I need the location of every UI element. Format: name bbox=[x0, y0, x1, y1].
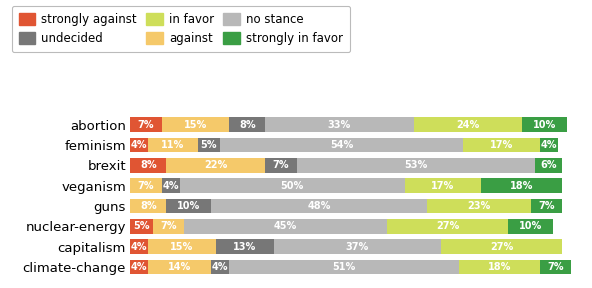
Text: 4%: 4% bbox=[131, 262, 147, 272]
Text: 8%: 8% bbox=[239, 120, 256, 130]
Bar bbox=[414, 117, 522, 132]
Text: 18%: 18% bbox=[487, 262, 511, 272]
Bar bbox=[427, 199, 530, 213]
Text: 17%: 17% bbox=[432, 181, 455, 191]
Text: 4%: 4% bbox=[540, 140, 557, 150]
Text: 7%: 7% bbox=[538, 201, 555, 211]
Text: 8%: 8% bbox=[140, 201, 156, 211]
Bar bbox=[184, 219, 387, 234]
Bar bbox=[162, 117, 229, 132]
Text: 22%: 22% bbox=[204, 160, 227, 170]
Text: 37%: 37% bbox=[346, 242, 369, 252]
Bar bbox=[153, 219, 184, 234]
Bar bbox=[130, 158, 166, 173]
Bar bbox=[130, 260, 148, 274]
Text: 24%: 24% bbox=[456, 120, 480, 130]
Text: 6%: 6% bbox=[540, 160, 557, 170]
Bar bbox=[540, 260, 571, 274]
Text: 13%: 13% bbox=[233, 242, 256, 252]
Text: 14%: 14% bbox=[168, 262, 191, 272]
Bar bbox=[463, 138, 540, 152]
Bar bbox=[535, 158, 562, 173]
Text: 5%: 5% bbox=[201, 140, 217, 150]
Text: 5%: 5% bbox=[133, 221, 150, 231]
Text: 33%: 33% bbox=[328, 120, 351, 130]
Bar bbox=[130, 178, 162, 193]
Bar bbox=[148, 239, 215, 254]
Bar bbox=[265, 158, 297, 173]
Text: 7%: 7% bbox=[160, 221, 177, 231]
Text: 4%: 4% bbox=[212, 262, 229, 272]
Bar bbox=[162, 178, 180, 193]
Text: 4%: 4% bbox=[131, 242, 147, 252]
Text: 7%: 7% bbox=[138, 181, 155, 191]
Bar bbox=[522, 117, 567, 132]
Text: 4%: 4% bbox=[162, 181, 179, 191]
Text: 8%: 8% bbox=[140, 160, 156, 170]
Bar bbox=[215, 239, 274, 254]
Bar bbox=[297, 158, 535, 173]
Bar bbox=[229, 260, 459, 274]
Bar bbox=[530, 199, 562, 213]
Text: 50%: 50% bbox=[281, 181, 304, 191]
Text: 45%: 45% bbox=[274, 221, 297, 231]
Bar bbox=[148, 260, 211, 274]
Bar bbox=[166, 199, 211, 213]
Text: 48%: 48% bbox=[307, 201, 331, 211]
Bar bbox=[508, 219, 553, 234]
Bar bbox=[130, 239, 148, 254]
Text: 10%: 10% bbox=[177, 201, 200, 211]
Bar bbox=[481, 178, 562, 193]
Text: 23%: 23% bbox=[467, 201, 491, 211]
Text: 18%: 18% bbox=[510, 181, 533, 191]
Text: 27%: 27% bbox=[490, 242, 513, 252]
Text: 7%: 7% bbox=[547, 262, 564, 272]
Text: 27%: 27% bbox=[436, 221, 459, 231]
Text: 53%: 53% bbox=[404, 160, 427, 170]
Text: 7%: 7% bbox=[273, 160, 289, 170]
Bar bbox=[211, 260, 229, 274]
Bar bbox=[211, 199, 427, 213]
Bar bbox=[148, 138, 198, 152]
Bar bbox=[229, 117, 265, 132]
Bar bbox=[405, 178, 481, 193]
Text: 15%: 15% bbox=[170, 242, 194, 252]
Bar bbox=[220, 138, 463, 152]
Text: 4%: 4% bbox=[131, 140, 147, 150]
Bar bbox=[180, 178, 405, 193]
Text: 17%: 17% bbox=[490, 140, 513, 150]
Text: 51%: 51% bbox=[332, 262, 356, 272]
Text: 11%: 11% bbox=[162, 140, 185, 150]
Bar bbox=[459, 260, 540, 274]
Bar bbox=[440, 239, 562, 254]
Bar bbox=[130, 219, 153, 234]
Text: 54%: 54% bbox=[330, 140, 353, 150]
Bar bbox=[130, 138, 148, 152]
Bar bbox=[274, 239, 440, 254]
Text: 10%: 10% bbox=[533, 120, 556, 130]
Legend: strongly against, undecided, in favor, against, no stance, strongly in favor: strongly against, undecided, in favor, a… bbox=[12, 6, 350, 52]
Bar bbox=[387, 219, 508, 234]
Bar bbox=[130, 199, 166, 213]
Bar bbox=[198, 138, 220, 152]
Bar bbox=[265, 117, 414, 132]
Text: 10%: 10% bbox=[519, 221, 542, 231]
Bar bbox=[130, 117, 162, 132]
Bar bbox=[540, 138, 558, 152]
Bar bbox=[166, 158, 265, 173]
Text: 7%: 7% bbox=[138, 120, 155, 130]
Text: 15%: 15% bbox=[184, 120, 207, 130]
